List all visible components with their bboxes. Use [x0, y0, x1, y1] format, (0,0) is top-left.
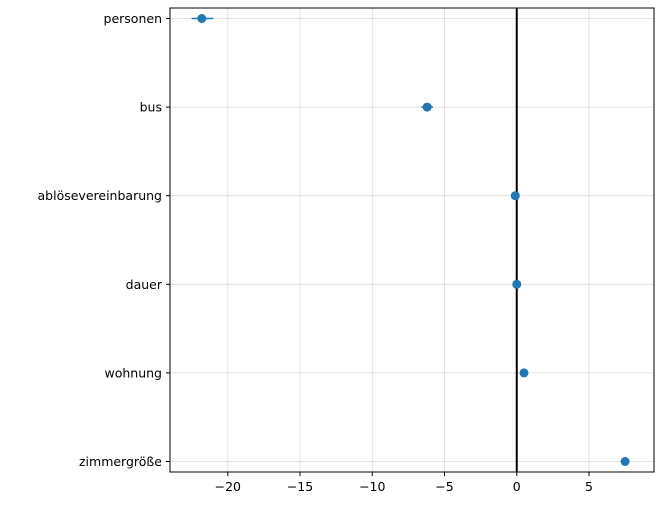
y-tick-label: personen [104, 11, 162, 26]
x-tick-label: 0 [513, 479, 521, 494]
data-point [510, 191, 520, 201]
data-point [620, 457, 630, 466]
y-tick-label: ablösevereinbarung [38, 188, 162, 203]
data-point [422, 102, 432, 112]
x-axis: −20 −15 −10 −5 0 5 [215, 472, 593, 494]
x-tick-label: −15 [287, 479, 313, 494]
y-axis: personen bus ablösevereinbarung dauer wohnun… [38, 11, 170, 469]
grid [170, 8, 654, 472]
y-tick-label: bus [140, 100, 162, 115]
y-tick-label: dauer [126, 277, 163, 292]
y-tick-label: wohnung [105, 365, 163, 380]
points [191, 14, 630, 466]
x-tick-label: −5 [435, 479, 453, 494]
data-point [197, 14, 207, 23]
plot-frame [169, 7, 655, 473]
y-tick-label: zimmergröße [79, 454, 162, 469]
data-point [512, 279, 522, 289]
x-tick-label: −10 [359, 479, 385, 494]
x-tick-label: 5 [585, 479, 593, 494]
data-point [519, 368, 529, 378]
x-tick-label: −20 [215, 479, 241, 494]
